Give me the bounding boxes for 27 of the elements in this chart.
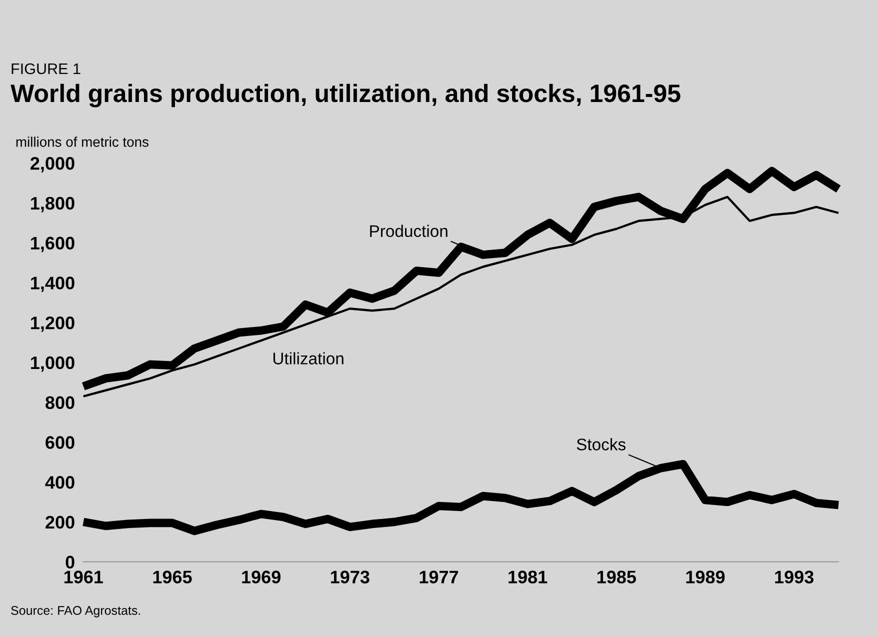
x-tick-label: 1977: [420, 570, 458, 584]
x-tick-label: 1985: [597, 570, 636, 584]
chart-subtitle: FIGURE 1: [12, 63, 80, 74]
x-tick-label: 1965: [153, 570, 192, 584]
x-tick-label: 1981: [508, 570, 548, 584]
y-tick-label: 1,400: [31, 276, 74, 292]
y-tick-label: 0: [66, 556, 74, 569]
y-tick-label: 600: [46, 436, 74, 449]
y-axis-title: millions of metric tons: [16, 136, 148, 147]
chart-title: World grains production, utilization, and stocks, 1961-95: [10, 84, 680, 108]
y-tick-label: 1,000: [31, 356, 74, 372]
series-label: Production: [370, 224, 448, 238]
x-tick-label: 1973: [330, 570, 370, 584]
y-tick-label: 1,600: [31, 236, 74, 252]
y-tick-label: 400: [45, 476, 74, 489]
series-label: Stocks: [576, 438, 626, 450]
y-tick-label: 200: [46, 516, 74, 529]
x-tick-label: 1969: [242, 570, 280, 584]
x-tick-label: 1989: [686, 570, 725, 584]
y-tick-label: 800: [46, 396, 74, 410]
x-tick-label: 1961: [64, 570, 103, 584]
source-note: Source: FAO Agrostats.: [11, 606, 140, 618]
y-tick-label: 2,000: [30, 157, 74, 172]
y-tick-label: 1,200: [31, 316, 74, 332]
series-label: Utilization: [273, 352, 344, 364]
x-tick-label: 1993: [775, 570, 814, 584]
y-tick-label: 1,800: [31, 196, 74, 212]
